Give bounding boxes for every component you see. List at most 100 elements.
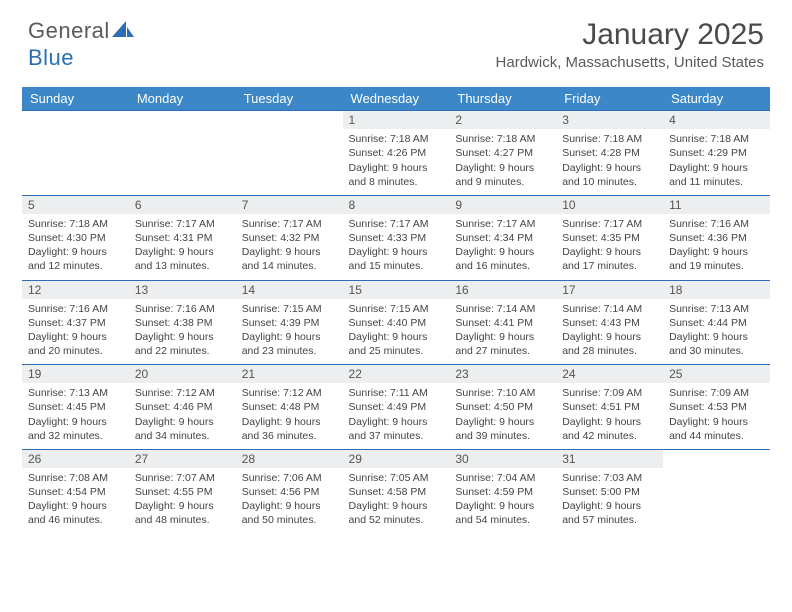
day-number-cell: 5 — [22, 195, 129, 214]
day-number-cell: 6 — [129, 195, 236, 214]
sunrise-line: Sunrise: 7:16 AM — [135, 302, 230, 316]
sunset-line: Sunset: 4:28 PM — [562, 146, 657, 160]
sunrise-line: Sunrise: 7:18 AM — [349, 132, 444, 146]
day-number-cell: 3 — [556, 111, 663, 130]
daylight-line: Daylight: 9 hours and 48 minutes. — [135, 499, 230, 527]
day-number-cell: 24 — [556, 365, 663, 384]
sunset-line: Sunset: 4:27 PM — [455, 146, 550, 160]
day-number-cell: 30 — [449, 449, 556, 468]
day-content-cell: Sunrise: 7:17 AMSunset: 4:33 PMDaylight:… — [343, 214, 450, 280]
sunset-line: Sunset: 4:59 PM — [455, 485, 550, 499]
sunset-line: Sunset: 4:55 PM — [135, 485, 230, 499]
calendar-table: SundayMondayTuesdayWednesdayThursdayFrid… — [22, 87, 770, 534]
day-number-cell — [663, 449, 770, 468]
day-content-cell: Sunrise: 7:13 AMSunset: 4:44 PMDaylight:… — [663, 299, 770, 365]
sunrise-line: Sunrise: 7:10 AM — [455, 386, 550, 400]
daylight-line: Daylight: 9 hours and 46 minutes. — [28, 499, 123, 527]
daynum-row: 1234 — [22, 111, 770, 130]
sunset-line: Sunset: 4:40 PM — [349, 316, 444, 330]
daylight-line: Daylight: 9 hours and 8 minutes. — [349, 161, 444, 189]
day-content-cell: Sunrise: 7:06 AMSunset: 4:56 PMDaylight:… — [236, 468, 343, 534]
content-row: Sunrise: 7:08 AMSunset: 4:54 PMDaylight:… — [22, 468, 770, 534]
day-content-cell: Sunrise: 7:05 AMSunset: 4:58 PMDaylight:… — [343, 468, 450, 534]
sunrise-line: Sunrise: 7:14 AM — [562, 302, 657, 316]
daylight-line: Daylight: 9 hours and 39 minutes. — [455, 415, 550, 443]
daylight-line: Daylight: 9 hours and 34 minutes. — [135, 415, 230, 443]
day-number-cell: 11 — [663, 195, 770, 214]
day-number-cell: 23 — [449, 365, 556, 384]
daylight-line: Daylight: 9 hours and 11 minutes. — [669, 161, 764, 189]
day-number-cell: 10 — [556, 195, 663, 214]
day-content-cell: Sunrise: 7:14 AMSunset: 4:43 PMDaylight:… — [556, 299, 663, 365]
sunrise-line: Sunrise: 7:03 AM — [562, 471, 657, 485]
day-header: Tuesday — [236, 87, 343, 111]
daylight-line: Daylight: 9 hours and 44 minutes. — [669, 415, 764, 443]
title-block: January 2025 Hardwick, Massachusetts, Un… — [496, 18, 764, 71]
sunset-line: Sunset: 4:39 PM — [242, 316, 337, 330]
content-row: Sunrise: 7:18 AMSunset: 4:26 PMDaylight:… — [22, 129, 770, 195]
day-content-cell: Sunrise: 7:18 AMSunset: 4:30 PMDaylight:… — [22, 214, 129, 280]
day-number-cell: 28 — [236, 449, 343, 468]
day-content-cell: Sunrise: 7:18 AMSunset: 4:26 PMDaylight:… — [343, 129, 450, 195]
daylight-line: Daylight: 9 hours and 42 minutes. — [562, 415, 657, 443]
sunrise-line: Sunrise: 7:17 AM — [349, 217, 444, 231]
location: Hardwick, Massachusetts, United States — [496, 54, 764, 71]
day-content-cell: Sunrise: 7:17 AMSunset: 4:34 PMDaylight:… — [449, 214, 556, 280]
day-number-cell — [236, 111, 343, 130]
sunrise-line: Sunrise: 7:13 AM — [669, 302, 764, 316]
day-number-cell: 14 — [236, 280, 343, 299]
daynum-row: 19202122232425 — [22, 365, 770, 384]
sunrise-line: Sunrise: 7:16 AM — [669, 217, 764, 231]
day-content-cell: Sunrise: 7:18 AMSunset: 4:29 PMDaylight:… — [663, 129, 770, 195]
sunrise-line: Sunrise: 7:15 AM — [242, 302, 337, 316]
sunset-line: Sunset: 4:26 PM — [349, 146, 444, 160]
day-content-cell: Sunrise: 7:13 AMSunset: 4:45 PMDaylight:… — [22, 383, 129, 449]
daylight-line: Daylight: 9 hours and 9 minutes. — [455, 161, 550, 189]
sunrise-line: Sunrise: 7:06 AM — [242, 471, 337, 485]
sunset-line: Sunset: 4:54 PM — [28, 485, 123, 499]
daylight-line: Daylight: 9 hours and 57 minutes. — [562, 499, 657, 527]
sunset-line: Sunset: 4:31 PM — [135, 231, 230, 245]
sunset-line: Sunset: 4:37 PM — [28, 316, 123, 330]
sunset-line: Sunset: 4:44 PM — [669, 316, 764, 330]
content-row: Sunrise: 7:18 AMSunset: 4:30 PMDaylight:… — [22, 214, 770, 280]
daylight-line: Daylight: 9 hours and 10 minutes. — [562, 161, 657, 189]
daylight-line: Daylight: 9 hours and 20 minutes. — [28, 330, 123, 358]
day-header: Wednesday — [343, 87, 450, 111]
day-content-cell — [236, 129, 343, 195]
sunrise-line: Sunrise: 7:04 AM — [455, 471, 550, 485]
sunset-line: Sunset: 4:56 PM — [242, 485, 337, 499]
day-number-cell — [129, 111, 236, 130]
sunrise-line: Sunrise: 7:18 AM — [562, 132, 657, 146]
sunrise-line: Sunrise: 7:18 AM — [669, 132, 764, 146]
day-content-cell — [22, 129, 129, 195]
day-content-cell: Sunrise: 7:16 AMSunset: 4:38 PMDaylight:… — [129, 299, 236, 365]
day-number-cell: 25 — [663, 365, 770, 384]
day-number-cell: 31 — [556, 449, 663, 468]
sunrise-line: Sunrise: 7:17 AM — [455, 217, 550, 231]
daylight-line: Daylight: 9 hours and 13 minutes. — [135, 245, 230, 273]
day-content-cell: Sunrise: 7:16 AMSunset: 4:37 PMDaylight:… — [22, 299, 129, 365]
sunset-line: Sunset: 4:46 PM — [135, 400, 230, 414]
day-content-cell: Sunrise: 7:03 AMSunset: 5:00 PMDaylight:… — [556, 468, 663, 534]
logo-text: GeneralBlue — [28, 18, 134, 71]
day-number-cell: 17 — [556, 280, 663, 299]
day-content-cell: Sunrise: 7:04 AMSunset: 4:59 PMDaylight:… — [449, 468, 556, 534]
day-content-cell: Sunrise: 7:16 AMSunset: 4:36 PMDaylight:… — [663, 214, 770, 280]
day-header: Monday — [129, 87, 236, 111]
day-number-cell: 13 — [129, 280, 236, 299]
day-content-cell: Sunrise: 7:17 AMSunset: 4:31 PMDaylight:… — [129, 214, 236, 280]
day-content-cell — [663, 468, 770, 534]
sunrise-line: Sunrise: 7:09 AM — [562, 386, 657, 400]
logo-sail-icon — [112, 19, 134, 45]
daylight-line: Daylight: 9 hours and 52 minutes. — [349, 499, 444, 527]
daynum-row: 262728293031 — [22, 449, 770, 468]
sunset-line: Sunset: 4:58 PM — [349, 485, 444, 499]
day-header: Thursday — [449, 87, 556, 111]
day-content-cell: Sunrise: 7:15 AMSunset: 4:40 PMDaylight:… — [343, 299, 450, 365]
sunrise-line: Sunrise: 7:05 AM — [349, 471, 444, 485]
day-number-cell: 16 — [449, 280, 556, 299]
sunrise-line: Sunrise: 7:16 AM — [28, 302, 123, 316]
day-number-cell: 21 — [236, 365, 343, 384]
day-content-cell: Sunrise: 7:07 AMSunset: 4:55 PMDaylight:… — [129, 468, 236, 534]
